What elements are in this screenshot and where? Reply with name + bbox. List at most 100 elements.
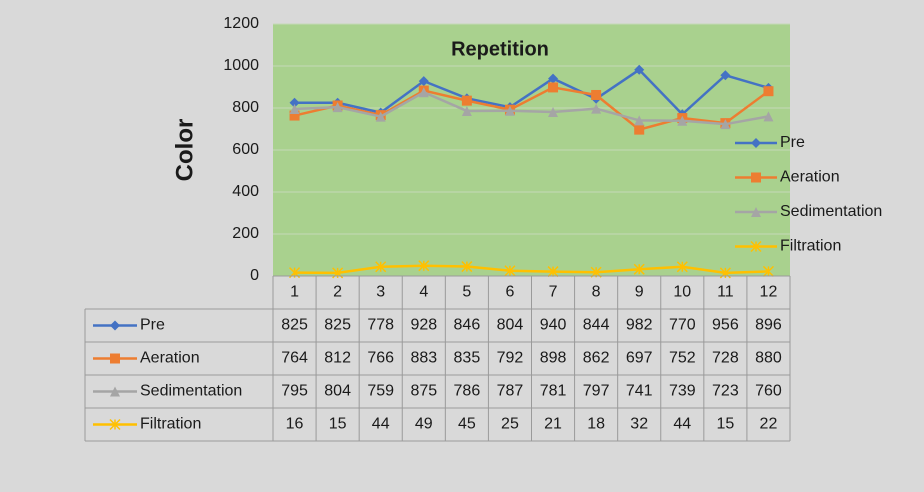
x-tick-label: 6 xyxy=(506,284,515,301)
marker xyxy=(634,115,645,126)
marker xyxy=(633,263,645,275)
table-cell: 723 xyxy=(712,383,739,400)
marker xyxy=(332,102,343,113)
table-cell: 812 xyxy=(324,350,351,367)
table-cell: 25 xyxy=(501,416,519,433)
marker xyxy=(676,261,688,273)
table-cell: 21 xyxy=(544,416,562,433)
table-cell: 739 xyxy=(669,383,696,400)
marker xyxy=(110,386,120,397)
table-cell: 928 xyxy=(410,317,437,334)
marker xyxy=(110,353,120,364)
table-cell: 787 xyxy=(497,383,524,400)
table-row-label: Aeration xyxy=(140,350,200,367)
x-tick-label: 4 xyxy=(419,284,428,301)
marker xyxy=(634,64,645,75)
table-cell: 898 xyxy=(540,350,567,367)
marker xyxy=(109,418,121,431)
table-cell: 32 xyxy=(630,416,648,433)
table-cell: 844 xyxy=(583,317,610,334)
marker xyxy=(720,70,731,81)
marker xyxy=(591,89,602,100)
marker xyxy=(548,106,559,117)
table-cell: 792 xyxy=(497,350,524,367)
marker xyxy=(418,260,430,272)
marker xyxy=(461,95,472,106)
table-cell: 781 xyxy=(540,383,567,400)
y-tick-label: 1200 xyxy=(223,15,259,32)
marker xyxy=(289,104,300,115)
table-cell: 45 xyxy=(458,416,476,433)
marker xyxy=(375,111,386,122)
series-line xyxy=(294,68,769,117)
table-cell: 778 xyxy=(367,317,394,334)
marker xyxy=(418,76,429,87)
marker xyxy=(751,138,761,148)
marker xyxy=(504,265,516,277)
legend-label: Filtration xyxy=(780,238,841,255)
series-line xyxy=(294,86,770,132)
marker xyxy=(548,82,559,93)
table-cell: 982 xyxy=(626,317,653,334)
marker xyxy=(763,86,774,97)
y-tick-label: 0 xyxy=(250,267,259,284)
table-cell: 770 xyxy=(669,317,696,334)
marker xyxy=(763,111,774,122)
legend-label: Aeration xyxy=(780,169,840,186)
marker xyxy=(548,73,559,84)
table-cell: 760 xyxy=(755,383,782,400)
table-cell: 846 xyxy=(454,317,481,334)
table-cell: 797 xyxy=(583,383,610,400)
table-cell: 875 xyxy=(410,383,437,400)
series-line xyxy=(294,264,769,275)
marker xyxy=(750,240,762,253)
table-cell: 49 xyxy=(415,416,433,433)
marker xyxy=(547,266,559,278)
x-tick-label: 8 xyxy=(592,284,601,301)
table-cell: 795 xyxy=(281,383,308,400)
table-row-label: Pre xyxy=(140,317,165,334)
table-cell: 44 xyxy=(372,416,390,433)
x-tick-label: 10 xyxy=(673,284,691,301)
x-tick-label: 12 xyxy=(760,284,778,301)
table-cell: 764 xyxy=(281,350,308,367)
table-cell: 825 xyxy=(281,317,308,334)
marker xyxy=(375,261,387,273)
table-cell: 15 xyxy=(329,416,347,433)
table-cell: 825 xyxy=(324,317,351,334)
series-line xyxy=(294,90,769,126)
marker xyxy=(751,172,761,183)
marker xyxy=(677,115,688,126)
table-cell: 956 xyxy=(712,317,739,334)
table-cell: 880 xyxy=(755,350,782,367)
marker xyxy=(591,103,602,114)
x-tick-label: 2 xyxy=(333,284,342,301)
table-cell: 804 xyxy=(497,317,524,334)
marker xyxy=(504,105,515,116)
table-cell: 835 xyxy=(454,350,481,367)
table-cell: 15 xyxy=(716,416,734,433)
table-cell: 44 xyxy=(673,416,691,433)
table-cell: 741 xyxy=(626,383,653,400)
table-cell: 896 xyxy=(755,317,782,334)
marker xyxy=(751,207,761,217)
table-cell: 804 xyxy=(324,383,351,400)
marker xyxy=(461,105,472,116)
table-cell: 697 xyxy=(626,350,653,367)
table-cell: 940 xyxy=(540,317,567,334)
table-cell: 22 xyxy=(760,416,778,433)
x-tick-label: 7 xyxy=(549,284,558,301)
table-cell: 16 xyxy=(286,416,304,433)
chart-title: Repetition xyxy=(451,38,549,60)
x-tick-label: 5 xyxy=(462,284,471,301)
marker xyxy=(110,320,120,331)
y-axis-label: Color xyxy=(171,119,198,182)
table-row-label: Filtration xyxy=(140,416,201,433)
x-tick-label: 1 xyxy=(290,284,299,301)
y-tick-label: 200 xyxy=(232,225,259,242)
table-cell: 766 xyxy=(367,350,394,367)
marker xyxy=(762,265,774,277)
table-cell: 18 xyxy=(587,416,605,433)
table-cell: 728 xyxy=(712,350,739,367)
